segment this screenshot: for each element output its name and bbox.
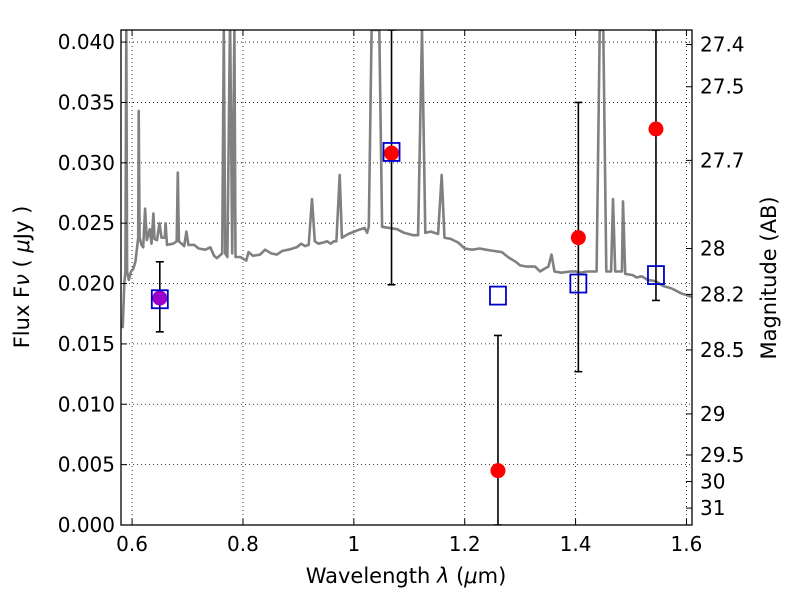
data-point (152, 290, 168, 306)
y-axis-label: Flux Fν ( μJy ) (10, 206, 34, 349)
model-point (647, 265, 665, 285)
right-tick-label: 27.4 (700, 32, 745, 56)
x-tick-label: 0.6 (116, 532, 148, 556)
y-tick-label: 0.015 (58, 332, 115, 356)
data-point (384, 145, 400, 161)
y-tick-label: 0.025 (58, 211, 115, 235)
x-tick-label: 1 (347, 532, 360, 556)
data-point (570, 230, 586, 246)
plot-area (121, 30, 692, 525)
right-tick-label: 30 (700, 470, 725, 494)
y-tick-label: 0.005 (58, 453, 115, 477)
model-point (569, 273, 588, 294)
data-point (648, 121, 664, 137)
y-tick-label: 0.000 (58, 513, 115, 537)
model-point (382, 142, 401, 162)
model-point (489, 285, 507, 306)
x-tick-label: 1.2 (449, 532, 481, 556)
right-tick-label: 28.2 (700, 282, 745, 306)
right-tick-label: 31 (700, 496, 725, 520)
y-tick-label: 0.040 (58, 30, 115, 54)
y-tick-label: 0.010 (58, 392, 115, 416)
spectrum-line (121, 30, 692, 329)
data-point (490, 463, 506, 479)
grid (121, 30, 692, 526)
right-tick-label: 27.7 (700, 148, 745, 172)
plot-frame (120, 29, 693, 526)
right-tick-label: 27.5 (700, 75, 745, 99)
right-axis-label: Magnitude (AB) (757, 196, 781, 359)
y-tick-label: 0.035 (58, 90, 115, 114)
right-tick-label: 29 (700, 402, 725, 426)
x-tick-label: 1.6 (671, 532, 703, 556)
y-tick-label: 0.030 (58, 151, 115, 175)
y-tick-label: 0.020 (58, 272, 115, 296)
model-point (150, 289, 169, 310)
x-tick-label: 1.4 (560, 532, 592, 556)
right-tick-label: 29.5 (700, 443, 745, 467)
axis-ticks: 0.6 0.8 1 1.2 1.4 1.6 0.000 0.005 0.010 0.015 0.02… (58, 30, 745, 556)
x-tick-label: 0.8 (227, 532, 259, 556)
right-tick-label: 28.5 (700, 338, 745, 362)
x-axis-label: Wavelength λ (μm) (306, 564, 507, 588)
right-tick-label: 28 (700, 237, 725, 261)
